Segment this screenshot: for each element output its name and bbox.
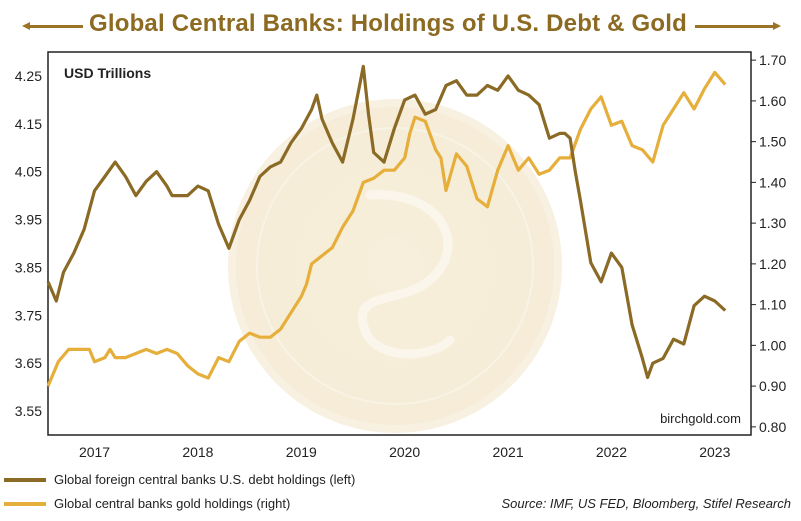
right-tick-label: 0.80: [759, 419, 786, 435]
plot-frame: [47, 51, 752, 436]
unit-label: USD Trillions: [64, 65, 151, 81]
legend-label-gold: Global central banks gold holdings (righ…: [54, 496, 291, 511]
left-tick-label: 3.85: [15, 259, 42, 275]
legend-item-gold: Global central banks gold holdings (righ…: [4, 496, 290, 511]
x-axis: 2017 2018 2019 2020 2021 2022 2023: [79, 444, 731, 460]
left-tick-label: 3.95: [15, 212, 42, 228]
right-tick-label: 1.70: [759, 52, 786, 68]
right-tick-label: 1.50: [759, 134, 786, 150]
title-row: Global Central Banks: Holdings of U.S. D…: [0, 0, 801, 52]
x-tick-label: 2019: [286, 444, 317, 460]
right-tick-label: 1.10: [759, 297, 786, 313]
right-tick-label: 1.40: [759, 174, 786, 190]
left-tick-label: 3.55: [15, 403, 42, 419]
title-rule-left: [22, 22, 83, 30]
x-tick-label: 2023: [699, 444, 730, 460]
chart-title: Global Central Banks: Holdings of U.S. D…: [88, 10, 688, 37]
legend-swatch-debt: [4, 477, 46, 482]
left-tick-label: 3.65: [15, 355, 42, 371]
title-rule-right: [695, 22, 781, 30]
left-tick-label: 4.25: [15, 68, 42, 84]
seal-watermark: [228, 99, 562, 433]
legend: Global foreign central banks U.S. debt h…: [4, 470, 799, 520]
right-tick-label: 1.00: [759, 337, 786, 353]
right-tick-label: 1.60: [759, 93, 786, 109]
legend-swatch-gold: [4, 501, 46, 506]
left-tick-label: 4.15: [15, 116, 42, 132]
x-tick-label: 2022: [596, 444, 627, 460]
right-tick-label: 1.20: [759, 256, 786, 272]
legend-label-debt: Global foreign central banks U.S. debt h…: [54, 472, 356, 487]
gold-holdings-line: [46, 70, 727, 387]
left-tick-label: 3.75: [15, 307, 42, 323]
left-axis: 3.55 3.65 3.75 3.85 3.95 4.05 4.15 4.25: [15, 68, 42, 419]
x-tick-label: 2018: [182, 444, 213, 460]
watermark-text: birchgold.com: [660, 411, 741, 426]
chart-area: 3.55 3.65 3.75 3.85 3.95 4.05 4.15 4.25 0.80 0.9…: [15, 51, 786, 460]
x-tick-label: 2020: [389, 444, 420, 460]
legend-item-debt: Global foreign central banks U.S. debt h…: [4, 472, 355, 487]
x-tick-label: 2021: [492, 444, 523, 460]
source-note: Source: IMF, US FED, Bloomberg, Stifel R…: [501, 496, 791, 511]
right-axis: 0.80 0.90 1.00 1.10 1.20 1.30 1.40 1.50 1.60 1.70: [751, 52, 786, 435]
debt-holdings-line: [46, 64, 727, 380]
left-tick-label: 4.05: [15, 164, 42, 180]
right-tick-label: 0.90: [759, 378, 786, 394]
right-tick-label: 1.30: [759, 215, 786, 231]
x-tick-label: 2017: [79, 444, 110, 460]
